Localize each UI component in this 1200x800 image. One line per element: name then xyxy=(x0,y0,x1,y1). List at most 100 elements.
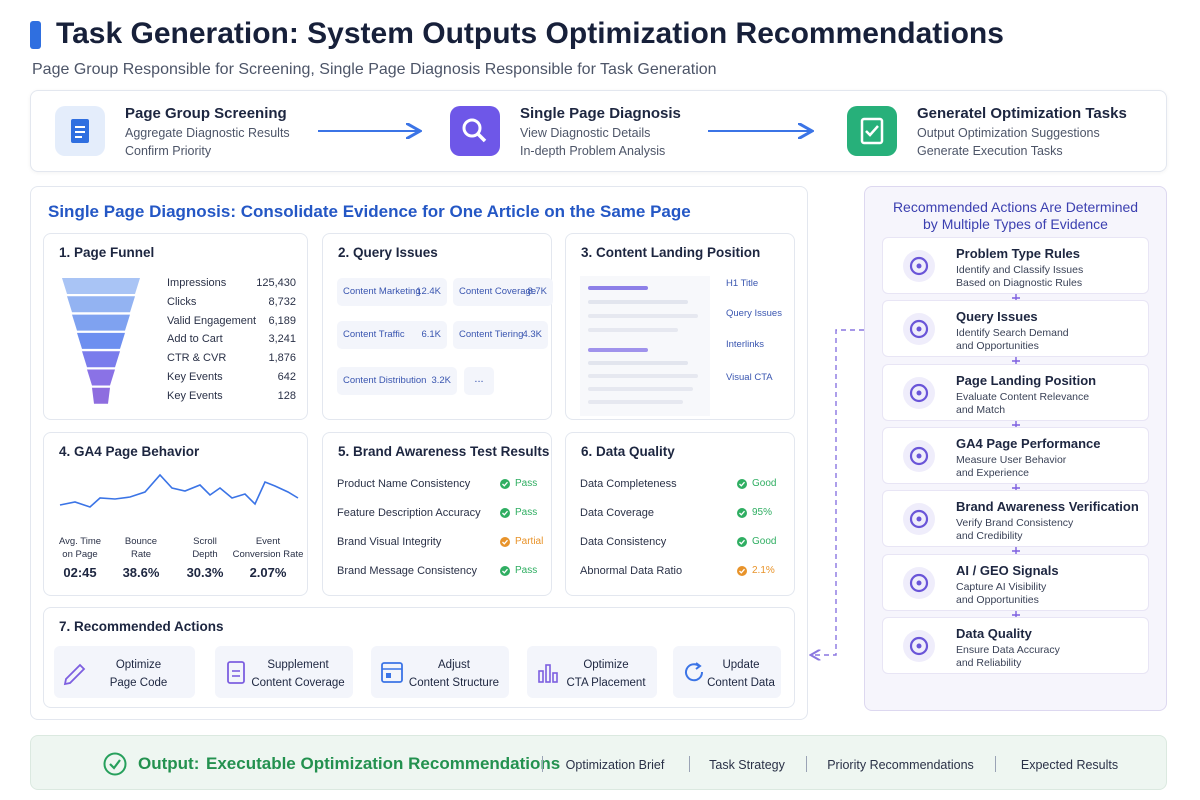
funnel-value: 8,732 xyxy=(268,295,296,308)
evidence-card xyxy=(882,363,1149,421)
flow-title: Single Page Diagnosis xyxy=(520,105,681,122)
output-label: Output: xyxy=(138,754,200,773)
flow-text: Output Optimization Suggestions xyxy=(917,126,1100,140)
flow-text: Confirm Priority xyxy=(125,144,212,158)
output-separator xyxy=(542,756,543,772)
flow-icon xyxy=(55,106,105,156)
query-chip xyxy=(337,321,447,349)
flow-icon xyxy=(450,106,500,156)
ga4-metric-label: on Page xyxy=(62,549,98,560)
evidence-item-title: Data Quality xyxy=(956,625,1032,641)
action-icon xyxy=(227,661,245,684)
ga4-metric-label: Bounce xyxy=(124,536,158,547)
evidence-item-text: Ensure Data Accuracy xyxy=(956,643,1060,656)
action-icon xyxy=(538,664,558,683)
ga4-metric-label: Conversion Rate xyxy=(232,549,304,560)
action-icon xyxy=(685,662,704,682)
ga4-metric-value: 02:45 xyxy=(63,565,97,580)
status-icon xyxy=(737,508,747,518)
query-title: 2. Query Issues xyxy=(338,245,438,260)
evidence-item-text: Identify and Classify Issues xyxy=(956,264,1084,276)
evidence-item-title: Page Landing Position xyxy=(956,372,1097,388)
evidence-icon xyxy=(903,250,935,282)
ga4-metric-label: Event xyxy=(255,536,281,547)
quality-status: 95% xyxy=(752,507,773,518)
quality-row-label: Data Consistency xyxy=(580,536,667,548)
action-text: Optimize xyxy=(115,659,162,671)
quality-row-label: Data Coverage xyxy=(580,507,654,519)
landing-label: Visual CTA xyxy=(726,372,773,383)
brand-status: Pass xyxy=(515,565,538,576)
query-label: Content Distribution xyxy=(343,375,427,386)
action-icon xyxy=(381,662,403,683)
action-text: Page Code xyxy=(109,677,168,689)
ga4-metric-label: Rate xyxy=(130,549,152,560)
output-separator xyxy=(689,756,690,772)
brand-row-label: Brand Message Consistency xyxy=(337,565,478,577)
output-bar xyxy=(30,735,1167,790)
funnel-label: Clicks xyxy=(167,295,197,308)
ga4-metric-label: Depth xyxy=(192,549,218,560)
output-separator xyxy=(995,756,996,772)
evidence-icon xyxy=(903,629,935,662)
funnel-title: 1. Page Funnel xyxy=(59,245,155,260)
funnel-label: Key Events xyxy=(167,371,223,383)
funnel-value: 3,241 xyxy=(268,333,296,346)
quality-card xyxy=(565,432,795,596)
evidence-item-text: Verify Brand Consistency xyxy=(956,517,1074,530)
action-button xyxy=(54,646,195,698)
query-value: 4.3K xyxy=(522,329,542,340)
ga4-metric-label: Avg. Time xyxy=(58,536,102,547)
evidence-item-title: Brand Awareness Verification xyxy=(956,499,1139,515)
quality-title: 6. Data Quality xyxy=(581,444,675,459)
action-text: Optimize xyxy=(583,659,629,671)
page-subtitle: Page Group Responsible for Screening, Si… xyxy=(32,61,717,78)
ga4-metric-label: Scroll xyxy=(193,536,217,547)
funnel-label: Impressions xyxy=(167,277,227,289)
query-label: Content Coverage xyxy=(459,286,537,297)
evidence-icon xyxy=(903,566,935,599)
output-title: Executable Optimization Recommendations xyxy=(206,754,561,773)
landing-label: H1 Title xyxy=(726,278,759,289)
evidence-item-text: and Experience xyxy=(956,466,1029,479)
evidence-item-text: Measure User Behavior xyxy=(956,453,1067,466)
evidence-icon xyxy=(903,313,935,346)
status-icon xyxy=(500,537,510,547)
action-button xyxy=(673,646,781,698)
status-icon xyxy=(737,566,747,576)
flow-text: Generate Execution Tasks xyxy=(917,144,1063,158)
query-chip xyxy=(337,367,457,395)
evidence-icon xyxy=(903,503,935,536)
status-icon xyxy=(500,566,510,576)
ga4-metric-value: 30.3% xyxy=(186,565,224,580)
status-icon xyxy=(737,479,747,489)
action-button xyxy=(215,646,353,698)
status-icon xyxy=(737,537,747,547)
action-text: Content Data xyxy=(707,677,775,689)
funnel-label: Valid Engagement xyxy=(167,314,257,327)
evidence-icon xyxy=(903,439,935,472)
funnel-value: 128 xyxy=(277,389,296,402)
query-more: ... xyxy=(474,373,484,385)
evidence-item-text: and Opportunities xyxy=(956,593,1039,606)
action-text: Content Structure xyxy=(408,677,500,689)
evidence-item-title: AI / GEO Signals xyxy=(956,562,1059,578)
landing-label: Interlinks xyxy=(726,339,765,350)
evidence-item-text: Identify Search Demand xyxy=(956,327,1069,340)
action-text: Adjust xyxy=(438,659,470,671)
action-text: CTA Placement xyxy=(566,677,646,689)
ga4-metric-value: 2.07% xyxy=(249,565,287,580)
brand-status: Partial xyxy=(515,536,544,547)
flow-title: Page Group Screening xyxy=(125,105,287,122)
quality-row-label: Data Completeness xyxy=(580,478,677,490)
brand-card xyxy=(322,432,552,596)
evidence-item-text: and Match xyxy=(956,403,1006,416)
action-text: Update xyxy=(722,659,760,671)
brand-status: Pass xyxy=(515,507,538,518)
actions-title: 7. Recommended Actions xyxy=(59,619,224,634)
flow-panel xyxy=(30,90,1167,172)
funnel-label: Key Events xyxy=(167,389,223,402)
quality-status: Good xyxy=(752,536,777,547)
